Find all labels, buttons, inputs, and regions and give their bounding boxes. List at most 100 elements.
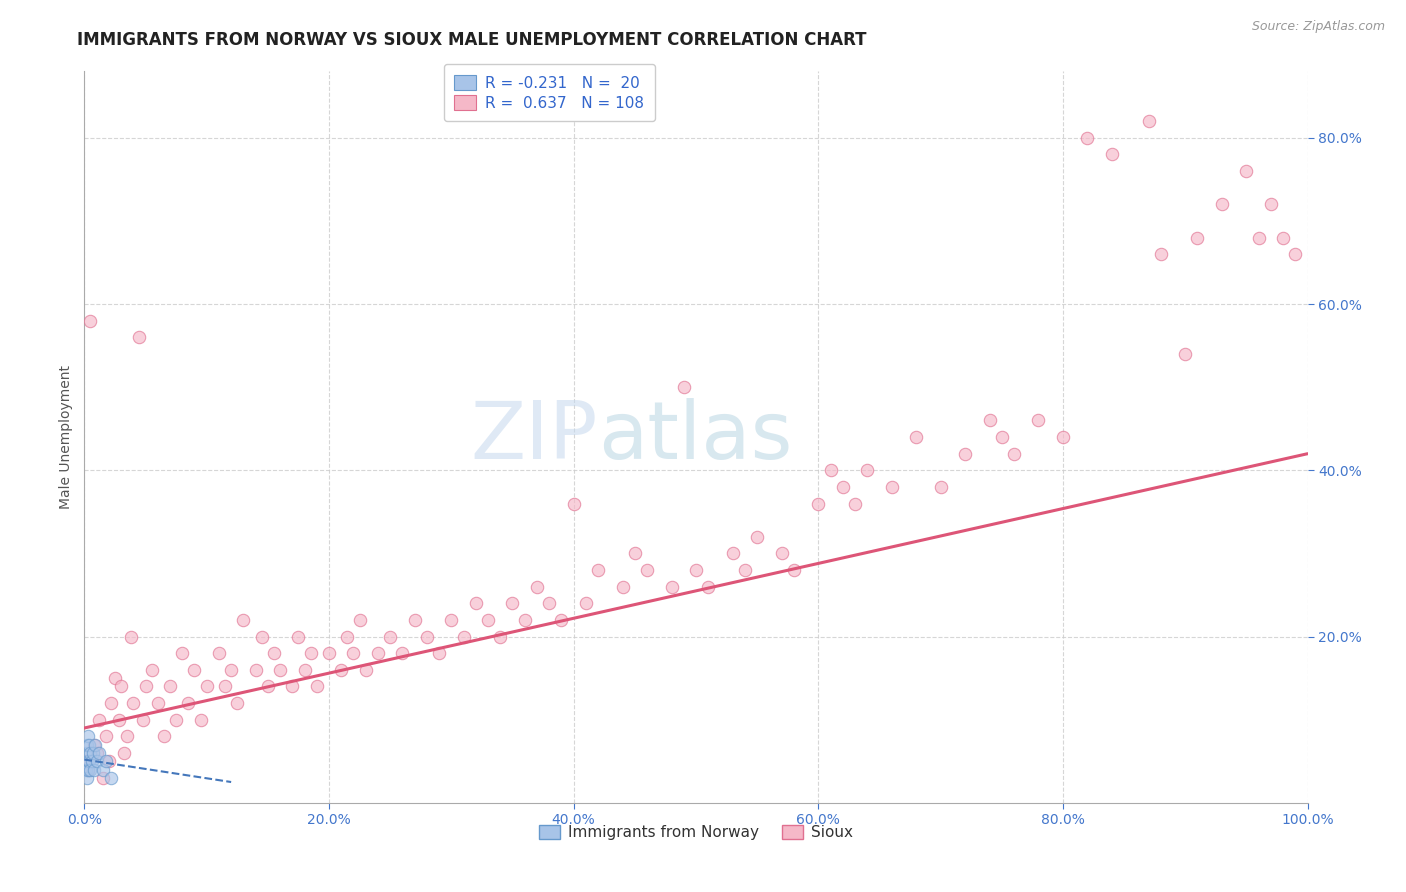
Point xyxy=(79,763,101,777)
Point xyxy=(110,680,132,694)
Point xyxy=(1002,447,1025,461)
Point xyxy=(349,613,371,627)
Point xyxy=(294,663,316,677)
Point xyxy=(97,754,120,768)
Point xyxy=(342,646,364,660)
Point xyxy=(856,463,879,477)
Point xyxy=(1211,197,1233,211)
Point xyxy=(76,771,98,785)
Point xyxy=(250,630,273,644)
Point xyxy=(489,630,512,644)
Point xyxy=(575,596,598,610)
Point xyxy=(77,763,100,777)
Point xyxy=(86,754,108,768)
Point xyxy=(440,613,463,627)
Point xyxy=(380,630,402,644)
Text: ZIP: ZIP xyxy=(471,398,598,476)
Point xyxy=(75,763,97,777)
Point xyxy=(79,314,101,328)
Point xyxy=(80,754,103,768)
Point xyxy=(624,546,647,560)
Point xyxy=(330,663,353,677)
Point xyxy=(453,630,475,644)
Point xyxy=(77,754,100,768)
Point xyxy=(104,671,127,685)
Point xyxy=(76,738,98,752)
Point xyxy=(404,613,426,627)
Point xyxy=(318,646,340,660)
Point xyxy=(165,713,187,727)
Point xyxy=(1101,147,1123,161)
Point xyxy=(153,729,176,743)
Point xyxy=(305,680,328,694)
Point xyxy=(245,663,267,677)
Point xyxy=(1236,164,1258,178)
Point xyxy=(83,763,105,777)
Point xyxy=(820,463,842,477)
Point xyxy=(263,646,285,660)
Y-axis label: Male Unemployment: Male Unemployment xyxy=(59,365,73,509)
Point xyxy=(1137,114,1160,128)
Text: atlas: atlas xyxy=(598,398,793,476)
Point xyxy=(831,480,853,494)
Point xyxy=(100,771,122,785)
Point xyxy=(91,763,114,777)
Point xyxy=(107,713,129,727)
Point xyxy=(287,630,309,644)
Point xyxy=(84,738,107,752)
Point xyxy=(120,630,142,644)
Point xyxy=(159,680,181,694)
Point xyxy=(672,380,695,394)
Point xyxy=(132,713,155,727)
Point xyxy=(96,754,118,768)
Point xyxy=(75,754,97,768)
Point xyxy=(172,646,194,660)
Point xyxy=(929,480,952,494)
Point xyxy=(612,580,634,594)
Point xyxy=(77,729,100,743)
Point xyxy=(177,696,200,710)
Point xyxy=(1260,197,1282,211)
Point xyxy=(1247,230,1270,244)
Text: Source: ZipAtlas.com: Source: ZipAtlas.com xyxy=(1251,20,1385,33)
Point xyxy=(783,563,806,577)
Point xyxy=(75,746,97,760)
Point xyxy=(685,563,707,577)
Point xyxy=(747,530,769,544)
Point xyxy=(586,563,609,577)
Point xyxy=(734,563,756,577)
Point xyxy=(550,613,572,627)
Point xyxy=(697,580,720,594)
Point xyxy=(77,763,100,777)
Point xyxy=(1028,413,1050,427)
Point xyxy=(141,663,163,677)
Point xyxy=(226,696,249,710)
Point xyxy=(1284,247,1306,261)
Point xyxy=(96,729,118,743)
Point xyxy=(219,663,242,677)
Text: IMMIGRANTS FROM NORWAY VS SIOUX MALE UNEMPLOYMENT CORRELATION CHART: IMMIGRANTS FROM NORWAY VS SIOUX MALE UNE… xyxy=(77,31,868,49)
Point xyxy=(112,746,135,760)
Point xyxy=(477,613,499,627)
Point xyxy=(953,447,976,461)
Point xyxy=(100,696,122,710)
Point xyxy=(880,480,903,494)
Point xyxy=(336,630,359,644)
Point xyxy=(416,630,439,644)
Point xyxy=(1272,230,1295,244)
Point xyxy=(82,746,104,760)
Point xyxy=(232,613,254,627)
Point xyxy=(354,663,377,677)
Point xyxy=(391,646,413,660)
Point xyxy=(146,696,169,710)
Point xyxy=(77,754,100,768)
Point xyxy=(195,680,218,694)
Point xyxy=(1052,430,1074,444)
Point xyxy=(87,746,110,760)
Point xyxy=(1174,347,1197,361)
Point xyxy=(1076,131,1098,145)
Point xyxy=(464,596,486,610)
Point xyxy=(83,738,105,752)
Point xyxy=(562,497,585,511)
Point xyxy=(979,413,1001,427)
